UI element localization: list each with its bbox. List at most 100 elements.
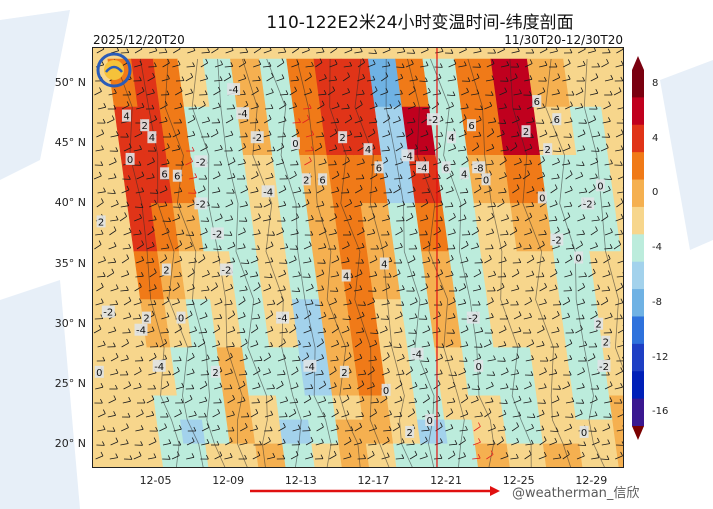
wind-barb (250, 344, 259, 348)
colorbar-swatch (632, 206, 644, 235)
wind-barb-flag (349, 61, 353, 67)
wind-barb-flag (204, 243, 208, 248)
wind-barb (524, 454, 532, 460)
contour-label: 4 (363, 143, 373, 156)
wind-barb (318, 231, 327, 236)
wind-barb-flag (463, 129, 467, 135)
wind-barb-flag (151, 310, 155, 316)
wind-barb (487, 274, 496, 278)
wind-barb-flag (376, 244, 379, 250)
wind-barb-flag (151, 257, 155, 263)
wind-barb-flag (399, 311, 403, 316)
wind-barb-flag (192, 215, 195, 220)
wind-barb-flag (242, 396, 246, 401)
contour-label: -4 (303, 359, 317, 373)
wind-barb (434, 442, 443, 446)
wind-barb (212, 175, 221, 180)
wind-barb (162, 220, 171, 222)
wind-barb-flag (336, 424, 339, 429)
wind-barb (369, 174, 378, 180)
wind-barb (107, 192, 116, 194)
wind-barb (589, 330, 598, 334)
x-tick-label: 12-25 (502, 474, 535, 487)
wind-barb (458, 202, 467, 208)
wind-barb (602, 189, 611, 194)
contour-label-text: 6 (443, 163, 449, 174)
wind-barb-flag (451, 101, 454, 107)
contour-label: 6 (318, 173, 328, 186)
wind-barb-flag (349, 199, 353, 204)
wind-barb-flag (452, 329, 455, 334)
wind-barb-flag (363, 369, 367, 375)
wind-barb (278, 104, 287, 110)
wind-barb-flag (270, 342, 273, 347)
wind-barb (240, 273, 248, 278)
wind-barb-flag (323, 380, 327, 385)
wind-barb (513, 246, 522, 250)
wind-barb (315, 289, 324, 292)
wind-barb (472, 457, 481, 460)
wind-barb-flag (124, 212, 127, 217)
wind-barb-flag (558, 147, 562, 152)
wind-barb-flag (245, 338, 248, 343)
contour-label: 6 (374, 161, 384, 174)
wind-barb (392, 273, 401, 278)
wind-barb (343, 440, 352, 446)
wind-barb-flag (140, 47, 143, 50)
contour-label-text: 2 (407, 428, 413, 439)
wind-barb-flag (191, 368, 195, 373)
wind-barb (186, 456, 195, 460)
wind-barb-flag (217, 409, 221, 414)
wind-barb (316, 273, 325, 278)
wind-barb-flag (544, 129, 548, 135)
wind-barb-flag (516, 437, 520, 443)
wind-barb-flag (387, 61, 391, 66)
wind-barb-flag (321, 100, 325, 105)
wind-barb (472, 441, 481, 446)
wind-barb (422, 244, 431, 250)
wind-barb (537, 175, 545, 180)
wind-barb-flag (282, 454, 286, 460)
wind-barb-flag (453, 160, 456, 165)
wind-barb-flag (347, 156, 350, 162)
contour-label-text: 6 (174, 172, 180, 183)
wind-barb-flag (620, 229, 624, 235)
wind-barb-flag (478, 115, 482, 121)
wind-barb (238, 146, 246, 152)
wind-barb (577, 444, 586, 446)
wind-barb-flag (179, 324, 183, 330)
wind-barb (486, 454, 494, 460)
wind-barb-flag (558, 300, 562, 305)
wind-barb (188, 414, 197, 418)
wind-barb (551, 330, 560, 334)
wind-barb (473, 272, 482, 278)
heatmap-cell (497, 106, 541, 156)
wind-barb-flag (115, 215, 119, 221)
wind-barb (147, 457, 156, 460)
wind-barb (262, 372, 271, 376)
wind-barb-flag (541, 119, 545, 124)
wind-barb (445, 343, 454, 348)
wind-barb (537, 244, 545, 250)
wind-barb-flag (597, 131, 601, 136)
wind-barb (210, 132, 219, 138)
wind-barb (133, 233, 142, 236)
heatmap-cell (447, 443, 479, 468)
wind-barb-flag (582, 145, 586, 150)
wind-barb (447, 316, 456, 320)
wind-barb-flag (308, 257, 312, 262)
wind-barb-flag (126, 48, 130, 53)
wind-barb-flag (452, 244, 456, 249)
wind-barb (473, 426, 481, 432)
wind-barb (576, 164, 585, 166)
wind-barb (590, 77, 599, 82)
wind-barb (420, 371, 428, 376)
wind-barb-flag (399, 380, 403, 385)
wind-barb (614, 386, 623, 390)
wind-barb-flag (205, 227, 208, 233)
wind-barb (487, 359, 496, 362)
wind-barb-flag (362, 158, 365, 163)
wind-barb (292, 275, 301, 278)
wind-barb-flag (230, 130, 234, 136)
contour-label-text: -4 (154, 362, 164, 373)
